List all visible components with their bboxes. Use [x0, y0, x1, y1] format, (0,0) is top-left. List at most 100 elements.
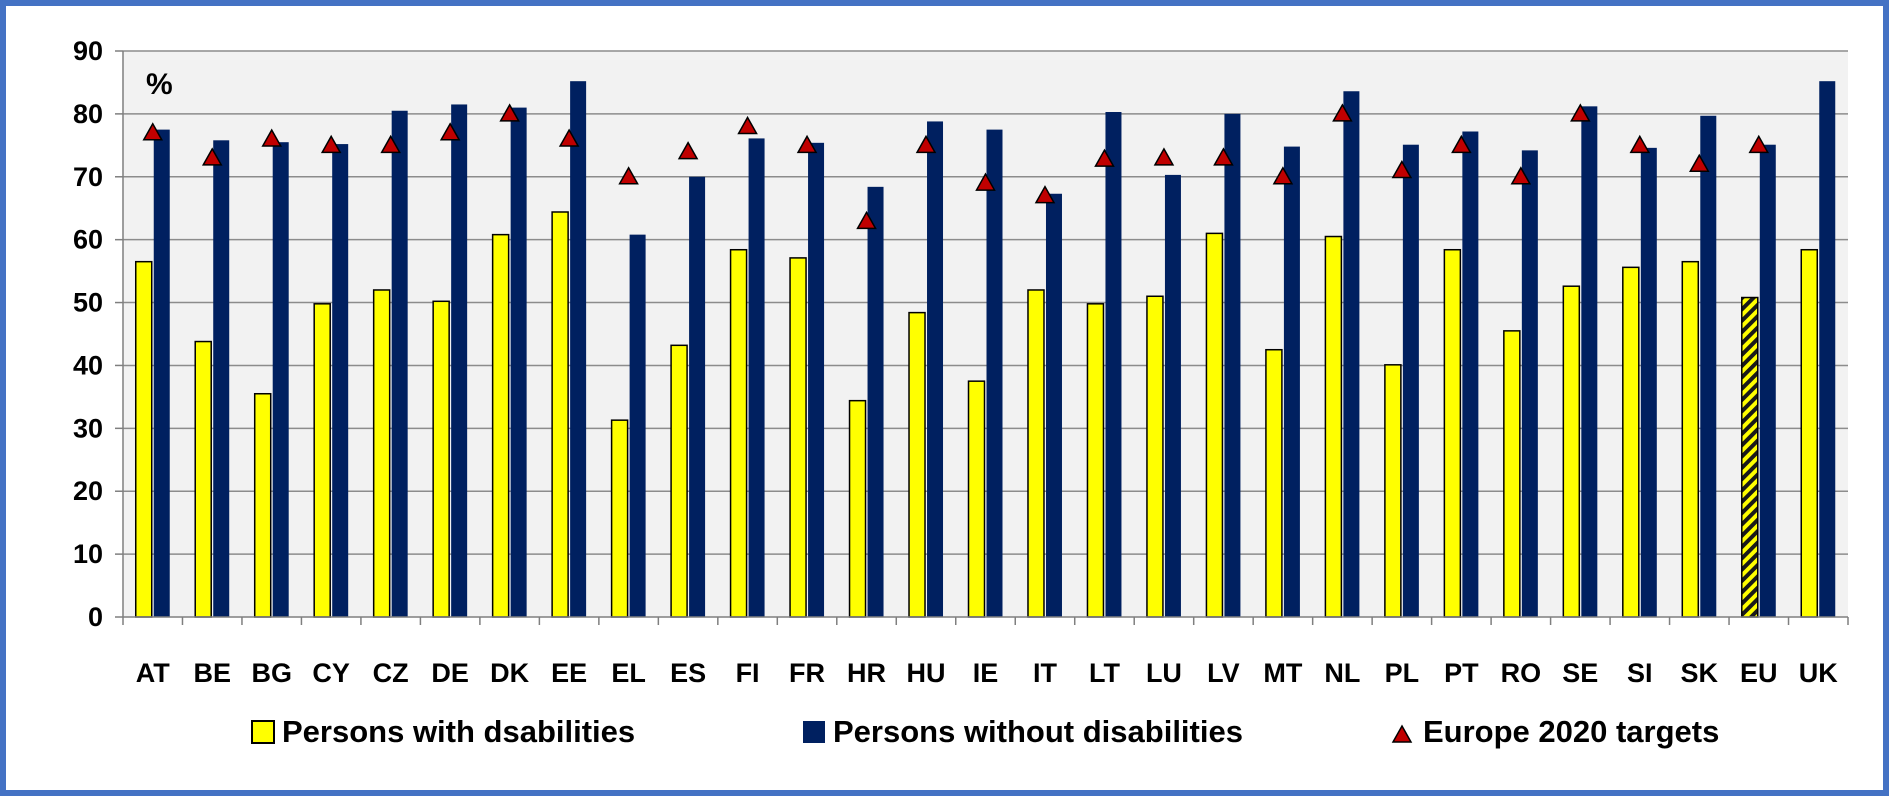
y-tick-label: 40 [73, 350, 103, 380]
bar-with-disabilities-fi [729, 248, 748, 618]
bar-without-disabilities-se [1581, 106, 1598, 617]
target-marker-nl [1332, 103, 1353, 122]
bar-without-disabilities-hu [927, 121, 944, 618]
x-tick-label-ro: RO [1501, 658, 1542, 688]
bar-without-disabilities-si [1640, 147, 1657, 618]
y-tick-label: 70 [73, 162, 103, 192]
x-tick-label-nl: NL [1324, 658, 1360, 688]
legend-label-without-disabilities: Persons without disabilities [833, 714, 1243, 749]
bar-with-disabilities-lv [1205, 232, 1224, 618]
x-tick-label-dk: DK [490, 658, 529, 688]
y-tick-label: 80 [73, 99, 103, 129]
bar-with-disabilities-bg [253, 392, 272, 618]
bar-with-disabilities-el [610, 419, 629, 618]
y-tick-label: 10 [73, 539, 103, 569]
target-marker-lu [1153, 147, 1175, 166]
bar-without-disabilities-pt [1462, 131, 1479, 617]
target-marker-cz [380, 134, 401, 154]
target-marker-cy [320, 134, 342, 154]
x-tick-label-hr: HR [847, 658, 886, 688]
target-marker-lt [1094, 148, 1115, 167]
target-marker-si [1629, 134, 1651, 154]
x-tick-label-se: SE [1562, 658, 1598, 688]
bar-without-disabilities-sk [1700, 115, 1717, 617]
bar-with-disabilities-pt [1443, 248, 1462, 618]
bar-with-disabilities-lt [1086, 303, 1105, 618]
x-tick-label-pt: PT [1444, 658, 1479, 688]
x-tick-label-lu: LU [1146, 658, 1182, 688]
target-marker-el [618, 166, 639, 185]
y-tick-labels: 0 10 20 30 40 50 60 70 80 90 [73, 36, 123, 632]
bar-with-disabilities-se [1562, 285, 1581, 618]
target-marker-ee [558, 128, 580, 147]
bar-without-disabilities-cz [391, 110, 408, 617]
bar-with-disabilities-fr [789, 257, 807, 618]
x-tick-label-sk: SK [1681, 658, 1719, 688]
target-marker-it [1034, 185, 1056, 204]
bar-with-disabilities-si [1622, 266, 1640, 618]
target-marker-be [201, 147, 223, 166]
target-marker-eu [1748, 134, 1770, 154]
bar-without-disabilities-at [153, 129, 170, 617]
x-tick-label-ie: IE [973, 658, 999, 688]
bar-without-disabilities-fi [748, 138, 765, 617]
x-tick-label-hu: HU [907, 658, 946, 688]
chart: 0 10 20 30 40 50 60 70 80 90 AT BE BG CY CZ DE DK EE EL ES… [73, 36, 1849, 749]
target-marker-ro [1510, 166, 1532, 185]
target-marker-ie [975, 172, 996, 191]
x-tick-label-fr: FR [789, 658, 825, 688]
legend-swatch-with-disabilities [251, 720, 275, 744]
x-tick-label-it: IT [1033, 658, 1058, 688]
target-marker-sk [1689, 153, 1710, 172]
plot-area [123, 51, 1848, 617]
x-tick-labels: AT BE BG CY CZ DE DK EE EL ES FI FR HR HU IE IT LT LU LV MT… [136, 658, 1839, 688]
x-tick-label-at: AT [136, 658, 170, 688]
bar-with-disabilities-hr [848, 399, 867, 618]
y-tick-label: 90 [73, 36, 103, 66]
bar-with-disabilities-cy [313, 303, 331, 618]
x-tick-label-cy: CY [312, 658, 350, 688]
x-tick-label-el: EL [611, 658, 646, 688]
bars [134, 81, 1836, 618]
bar-with-disabilities-cz [372, 289, 391, 618]
bar-without-disabilities-mt [1283, 146, 1300, 617]
x-tick-label-pl: PL [1385, 658, 1420, 688]
target-markers [142, 103, 1770, 230]
y-tick-label: 50 [73, 288, 103, 318]
bar-without-disabilities-eu [1759, 144, 1776, 617]
bar-without-disabilities-nl [1343, 91, 1360, 617]
bar-with-disabilities-uk [1800, 248, 1819, 618]
target-marker-dk [499, 103, 520, 122]
x-tick-label-es: ES [670, 658, 706, 688]
bar-with-disabilities-dk [491, 233, 510, 618]
target-marker-mt [1272, 166, 1294, 185]
bar-without-disabilities-fr [808, 142, 825, 617]
axes [122, 51, 1849, 625]
bar-without-disabilities-de [451, 104, 468, 617]
x-tick-label-be: BE [193, 658, 231, 688]
target-marker-pt [1451, 134, 1472, 154]
x-tick-label-cz: CZ [373, 658, 409, 688]
bar-with-disabilities-ee [551, 211, 569, 618]
x-tick-label-lv: LV [1207, 658, 1240, 688]
bar-with-disabilities-at [134, 260, 153, 618]
bar-with-disabilities-be [194, 340, 212, 618]
bar-with-disabilities-sk [1681, 260, 1700, 618]
x-tick-label-lt: LT [1089, 658, 1120, 688]
y-tick-label: 0 [88, 602, 103, 632]
y-tick-label: 60 [73, 225, 103, 255]
bar-with-disabilities-de [432, 300, 450, 618]
target-marker-lv [1213, 147, 1234, 166]
bar-without-disabilities-el [629, 234, 646, 617]
x-tick-label-de: DE [431, 658, 469, 688]
bar-with-disabilities-ro [1503, 330, 1521, 618]
x-tick-label-si: SI [1627, 658, 1653, 688]
y-tick-label: 20 [73, 476, 103, 506]
bar-without-disabilities-cy [332, 144, 349, 617]
bar-without-disabilities-lv [1224, 113, 1241, 617]
bar-with-disabilities-eu [1741, 296, 1759, 618]
target-marker-bg [261, 128, 282, 147]
x-tick-label-mt: MT [1263, 658, 1302, 688]
bar-without-disabilities-be [213, 140, 230, 617]
